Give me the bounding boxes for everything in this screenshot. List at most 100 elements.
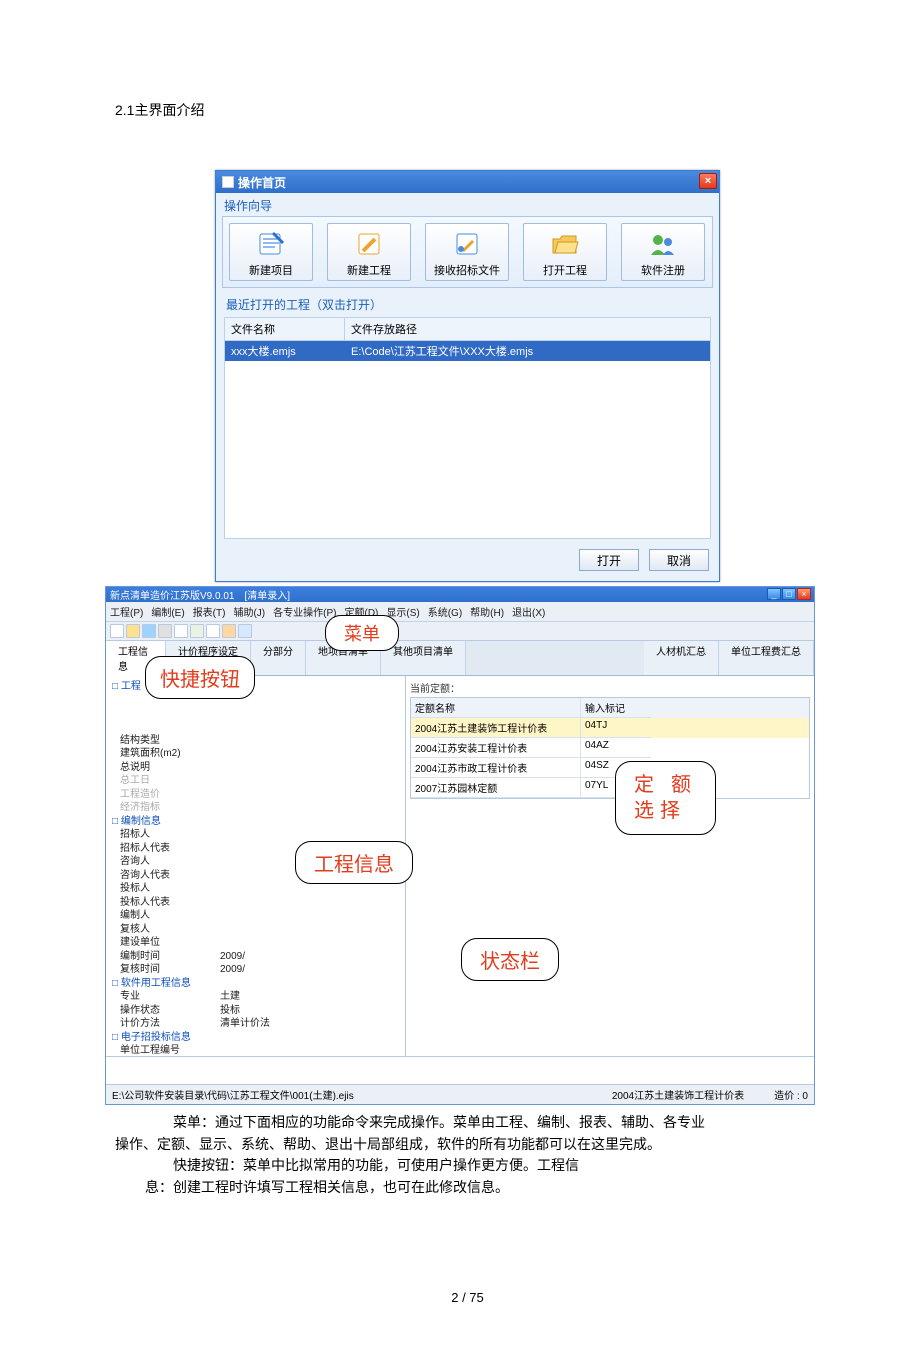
col-path: 文件存放路径 — [345, 318, 710, 340]
tab-partial[interactable]: 分部分 — [251, 641, 306, 675]
guide-label: 操作向导 — [216, 193, 719, 214]
tree-item: 总说明 — [112, 761, 399, 775]
recent-filename: xxx大楼.emjs — [225, 341, 345, 361]
menu-item[interactable]: 帮助(H) — [470, 604, 504, 619]
col-filename: 文件名称 — [225, 318, 345, 340]
rate-row[interactable]: 2004江苏市政工程计价表 04SZ — [411, 758, 809, 778]
open-engineering-label: 打开工程 — [543, 262, 587, 278]
rate-code: 07YL — [581, 778, 651, 798]
tree-item: 编制人 — [112, 909, 399, 923]
rate-header: 定额名称 输入标记 — [411, 698, 809, 718]
close-icon[interactable]: × — [797, 588, 811, 600]
minimize-icon[interactable]: _ — [767, 588, 781, 600]
explain-line: 菜单：通过下面相应的功能命令来完成操作。菜单由工程、编制、报表、辅助、各专业 — [145, 1113, 820, 1135]
recent-files-table: 文件名称 文件存放路径 xxx大楼.emjs E:\Code\江苏工程文件\XX… — [224, 317, 711, 539]
tab-bar: 工程信息 计价程序设定 分部分 地项目清单 其他项目清单 人材机汇总 单位工程费… — [106, 641, 814, 676]
project-info-pane: □ 工程 结构类型 建筑面积(m2) 总说明 总工日 工程造价 经济指标 □ 编… — [106, 676, 406, 1056]
menu-item[interactable]: 工程(P) — [110, 604, 143, 619]
recent-row[interactable]: xxx大楼.emjs E:\Code\江苏工程文件\XXX大楼.emjs — [225, 341, 710, 361]
tree-item: 建设单位 — [112, 936, 399, 950]
new-project-button[interactable]: 新建项目 — [229, 223, 313, 281]
explain-line: 息：创建工程时许填写工程相关信息，也可在此修改信息。 — [145, 1178, 820, 1200]
software-register-button[interactable]: 软件注册 — [621, 223, 705, 281]
tree-cat: □ 工程 — [112, 680, 399, 694]
tab-unit-cost[interactable]: 单位工程费汇总 — [719, 641, 814, 675]
menu-item[interactable]: 系统(G) — [428, 604, 462, 619]
tree-item: 投标人 — [112, 882, 399, 896]
tool-icon[interactable] — [222, 624, 236, 638]
tool-icon[interactable] — [158, 624, 172, 638]
tree-item: 招标人 — [112, 828, 399, 842]
rate-col-name: 定额名称 — [411, 698, 581, 718]
rate-row[interactable]: 2004江苏安装工程计价表 04AZ — [411, 738, 809, 758]
tree-item: 咨询人 — [112, 855, 399, 869]
rate-name: 2004江苏土建装饰工程计价表 — [411, 718, 581, 738]
tab-price-settings[interactable]: 计价程序设定 — [166, 641, 251, 675]
dialog-title: 操作首页 — [238, 174, 286, 191]
app-icon — [222, 176, 234, 188]
tree-item: 投标人代表 — [112, 896, 399, 910]
app-titlebar: 新点清单造价江苏版V9.0.01 [清单录入] _ □ × — [106, 587, 814, 602]
tab-ground-list[interactable]: 地项目清单 — [306, 641, 381, 675]
status-left: E:\公司软件安装目录\代码\江苏工程文件\001(土建).ejis — [112, 1087, 354, 1102]
tree-item: 复核时间2009/ — [112, 963, 399, 977]
receive-bid-icon — [452, 230, 482, 258]
tree-item: 结构类型 — [112, 734, 399, 748]
tool-icon[interactable] — [126, 624, 140, 638]
tool-icon[interactable] — [238, 624, 252, 638]
close-icon[interactable]: × — [699, 173, 717, 189]
menu-item[interactable]: 辅助(J) — [233, 604, 265, 619]
tool-icon[interactable] — [142, 624, 156, 638]
menu-item[interactable]: 定额(D) — [344, 604, 378, 619]
tree-item: 咨询人代表 — [112, 869, 399, 883]
tab-material[interactable]: 人材机汇总 — [644, 641, 719, 675]
menu-item[interactable]: 显示(S) — [386, 604, 419, 619]
new-project-icon — [256, 230, 286, 258]
software-register-label: 软件注册 — [641, 262, 685, 278]
menu-item[interactable]: 编制(E) — [151, 604, 184, 619]
tree-item: 工程造价 — [112, 788, 399, 802]
page-number: 2 / 75 — [115, 1290, 820, 1305]
tool-icon[interactable] — [174, 624, 188, 638]
tab-other-list[interactable]: 其他项目清单 — [381, 641, 466, 675]
operation-home-dialog: 操作首页 × 操作向导 新建项目 新建工程 接收招标文 — [215, 170, 720, 582]
tool-icon[interactable] — [206, 624, 220, 638]
rate-name: 2007江苏园林定额 — [411, 778, 581, 798]
rate-row[interactable]: 2007江苏园林定额 07YL — [411, 778, 809, 798]
tree-cat: □ 电子招投标信息 — [112, 1031, 399, 1045]
tree-item: 单位工程编号 — [112, 1044, 399, 1056]
rate-head: 当前定额： — [410, 680, 810, 695]
rate-row[interactable]: 2004江苏土建装饰工程计价表 04TJ — [411, 718, 809, 738]
status-right: 造价 : 0 — [774, 1087, 808, 1102]
register-icon — [648, 230, 678, 258]
open-engineering-button[interactable]: 打开工程 — [523, 223, 607, 281]
new-engineering-button[interactable]: 新建工程 — [327, 223, 411, 281]
statusbar: E:\公司软件安装目录\代码\江苏工程文件\001(土建).ejis 2004江… — [106, 1084, 814, 1104]
open-button[interactable]: 打开 — [579, 549, 639, 571]
explanation-text: 菜单：通过下面相应的功能命令来完成操作。菜单由工程、编制、报表、辅助、各专业 操… — [145, 1113, 820, 1200]
rate-name: 2004江苏安装工程计价表 — [411, 738, 581, 758]
info-tree: □ 工程 结构类型 建筑面积(m2) 总说明 总工日 工程造价 经济指标 □ 编… — [106, 676, 405, 1056]
dialog-footer: 打开 取消 — [216, 539, 719, 581]
explain-line: 操作、定额、显示、系统、帮助、退出十局部组成，软件的所有功能都可以在这里完成。 — [115, 1135, 820, 1157]
cancel-button[interactable]: 取消 — [649, 549, 709, 571]
menu-item[interactable]: 退出(X) — [512, 604, 545, 619]
tree-item: 操作状态投标 — [112, 1004, 399, 1018]
receive-bid-button[interactable]: 接收招标文件 — [425, 223, 509, 281]
app-title: 新点清单造价江苏版V9.0.01 [清单录入] — [110, 587, 290, 602]
rate-name: 2004江苏市政工程计价表 — [411, 758, 581, 778]
tool-icon[interactable] — [190, 624, 204, 638]
new-project-label: 新建项目 — [249, 262, 293, 278]
status-mid: 2004江苏土建装饰工程计价表 — [612, 1087, 744, 1102]
new-engineering-icon — [354, 230, 384, 258]
menu-item[interactable]: 各专业操作(P) — [273, 604, 336, 619]
main-app-window: 新点清单造价江苏版V9.0.01 [清单录入] _ □ × 工程(P) 编制(E… — [105, 586, 815, 1105]
recent-label: 最近打开的工程（双击打开） — [216, 296, 719, 313]
dialog-titlebar: 操作首页 × — [216, 171, 719, 193]
rate-code: 04SZ — [581, 758, 651, 778]
maximize-icon[interactable]: □ — [782, 588, 796, 600]
tab-project-info[interactable]: 工程信息 — [106, 641, 166, 676]
menu-item[interactable]: 报表(T) — [193, 604, 226, 619]
tool-icon[interactable] — [110, 624, 124, 638]
tree-item: 建筑面积(m2) — [112, 747, 399, 761]
